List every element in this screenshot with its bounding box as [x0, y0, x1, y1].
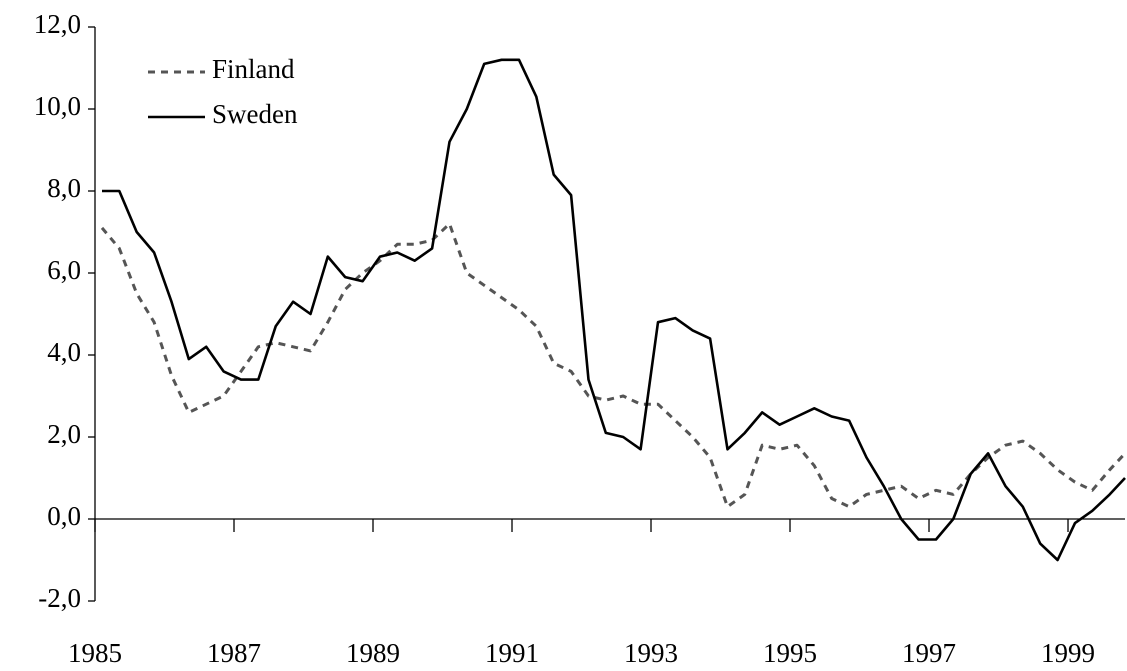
y-tick-label: 4,0 [47, 337, 81, 367]
x-tick-label: 1997 [902, 638, 956, 668]
y-tick-label: -2,0 [38, 583, 81, 613]
x-tick-label: 1993 [624, 638, 678, 668]
x-tick-label: 1985 [68, 638, 122, 668]
x-tick-label: 1991 [485, 638, 539, 668]
x-tick-label: 1989 [346, 638, 400, 668]
series-line [102, 58, 1126, 562]
y-tick-label: 0,0 [47, 501, 81, 531]
x-tick-label: 1999 [1041, 638, 1095, 668]
legend-label: Sweden [212, 99, 298, 129]
y-tick-label: 8,0 [47, 173, 81, 203]
x-tick-label: 1995 [763, 638, 817, 668]
y-tick-label: 12,0 [34, 9, 81, 39]
series-line [100, 222, 1127, 509]
y-tick-label: 2,0 [47, 419, 81, 449]
y-tick-label: 10,0 [34, 91, 81, 121]
y-tick-label: 6,0 [47, 255, 81, 285]
x-tick-label: 1987 [207, 638, 261, 668]
legend-label: Finland [212, 54, 295, 84]
